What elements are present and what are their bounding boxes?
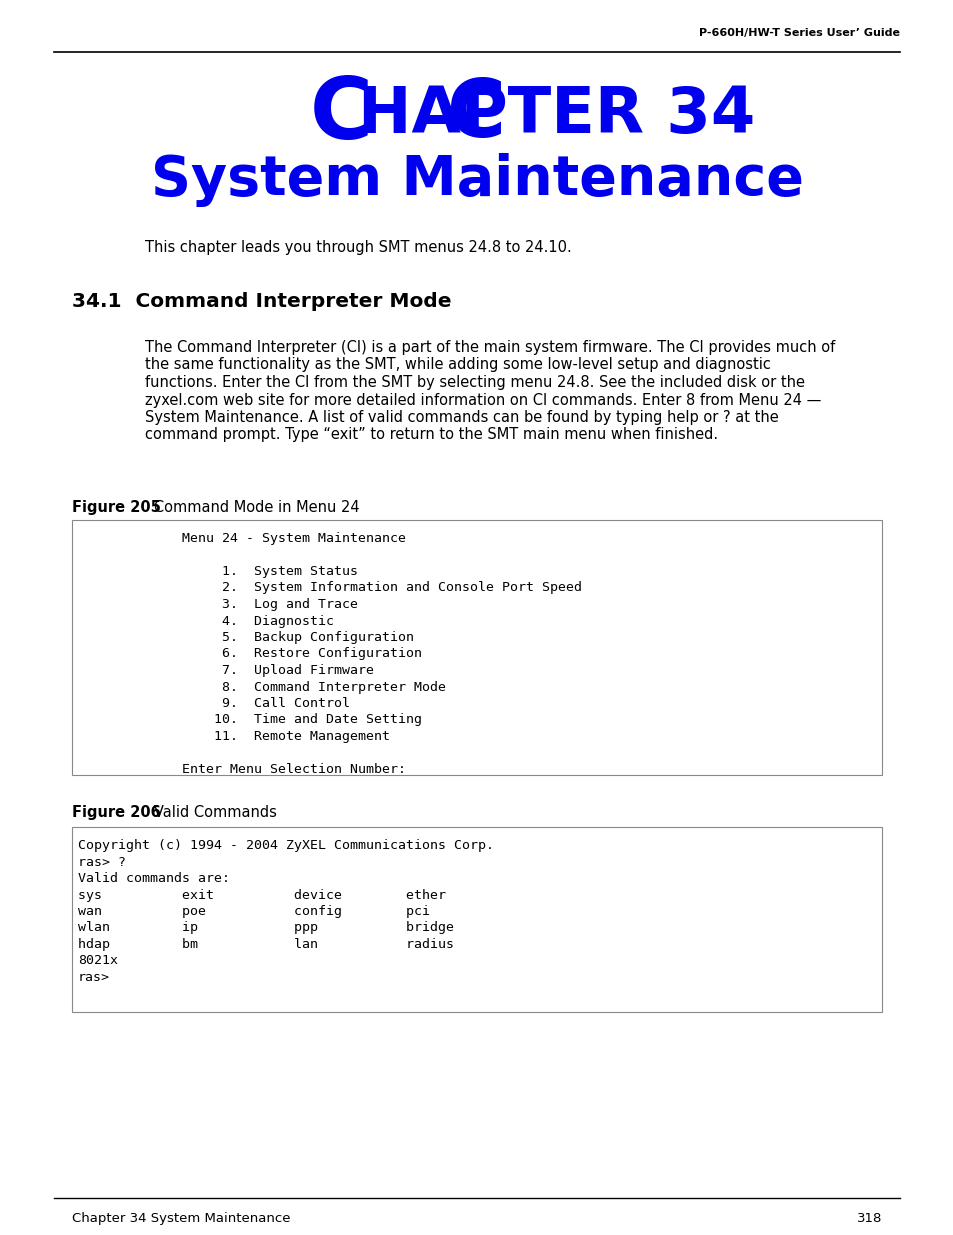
Text: C: C — [310, 74, 373, 157]
Text: System Maintenance. A list of valid commands can be found by typing help or ? at: System Maintenance. A list of valid comm… — [145, 410, 778, 425]
Text: command prompt. Type “exit” to return to the SMT main menu when finished.: command prompt. Type “exit” to return to… — [145, 427, 718, 442]
Text: P-660H/HW-T Series User’ Guide: P-660H/HW-T Series User’ Guide — [699, 28, 899, 38]
Text: functions. Enter the CI from the SMT by selecting menu 24.8. See the included di: functions. Enter the CI from the SMT by … — [145, 375, 804, 390]
Text: 34.1  Command Interpreter Mode: 34.1 Command Interpreter Mode — [71, 291, 451, 311]
Text: ras> ?: ras> ? — [78, 856, 126, 868]
Text: This chapter leads you through SMT menus 24.8 to 24.10.: This chapter leads you through SMT menus… — [145, 240, 571, 254]
Text: 11.  Remote Management: 11. Remote Management — [78, 730, 390, 743]
Text: wlan         ip            ppp           bridge: wlan ip ppp bridge — [78, 921, 454, 935]
Text: 6.  Restore Configuration: 6. Restore Configuration — [78, 647, 421, 661]
Text: 10.  Time and Date Setting: 10. Time and Date Setting — [78, 714, 421, 726]
Text: The Command Interpreter (CI) is a part of the main system firmware. The CI provi: The Command Interpreter (CI) is a part o… — [145, 340, 835, 354]
Text: Enter Menu Selection Number:: Enter Menu Selection Number: — [78, 763, 406, 776]
Text: Figure 206: Figure 206 — [71, 805, 161, 820]
Text: 2.  System Information and Console Port Speed: 2. System Information and Console Port S… — [78, 582, 581, 594]
FancyBboxPatch shape — [71, 827, 882, 1011]
Text: Chapter 34 System Maintenance: Chapter 34 System Maintenance — [71, 1212, 291, 1225]
Text: Menu 24 - System Maintenance: Menu 24 - System Maintenance — [78, 532, 406, 545]
Text: Figure 205: Figure 205 — [71, 500, 161, 515]
Text: Copyright (c) 1994 - 2004 ZyXEL Communications Corp.: Copyright (c) 1994 - 2004 ZyXEL Communic… — [78, 839, 494, 852]
Text: 1.  System Status: 1. System Status — [78, 564, 357, 578]
Text: zyxel.com web site for more detailed information on CI commands. Enter 8 from Me: zyxel.com web site for more detailed inf… — [145, 393, 821, 408]
Text: HAPTER 34: HAPTER 34 — [357, 84, 755, 146]
Text: 3.  Log and Trace: 3. Log and Trace — [78, 598, 357, 611]
Text: Valid commands are:: Valid commands are: — [78, 872, 230, 885]
Text: wan          poe           config        pci: wan poe config pci — [78, 905, 430, 918]
Text: 8.  Command Interpreter Mode: 8. Command Interpreter Mode — [78, 680, 446, 694]
Text: the same functionality as the SMT, while adding some low-level setup and diagnos: the same functionality as the SMT, while… — [145, 357, 770, 373]
Text: Valid Commands: Valid Commands — [140, 805, 276, 820]
Text: 8021x: 8021x — [78, 955, 118, 967]
Text: Command Mode in Menu 24: Command Mode in Menu 24 — [140, 500, 359, 515]
Text: 4.  Diagnostic: 4. Diagnostic — [78, 615, 334, 627]
Text: 9.  Call Control: 9. Call Control — [78, 697, 350, 710]
Text: 5.  Backup Configuration: 5. Backup Configuration — [78, 631, 414, 643]
Text: 318: 318 — [856, 1212, 882, 1225]
Text: 7.  Upload Firmware: 7. Upload Firmware — [78, 664, 374, 677]
Text: System Maintenance: System Maintenance — [151, 153, 802, 207]
Text: sys          exit          device        ether: sys exit device ether — [78, 888, 446, 902]
Text: ras>: ras> — [78, 971, 110, 984]
Text: hdap         bm            lan           radius: hdap bm lan radius — [78, 939, 454, 951]
FancyBboxPatch shape — [71, 520, 882, 776]
Text: C: C — [447, 77, 506, 154]
